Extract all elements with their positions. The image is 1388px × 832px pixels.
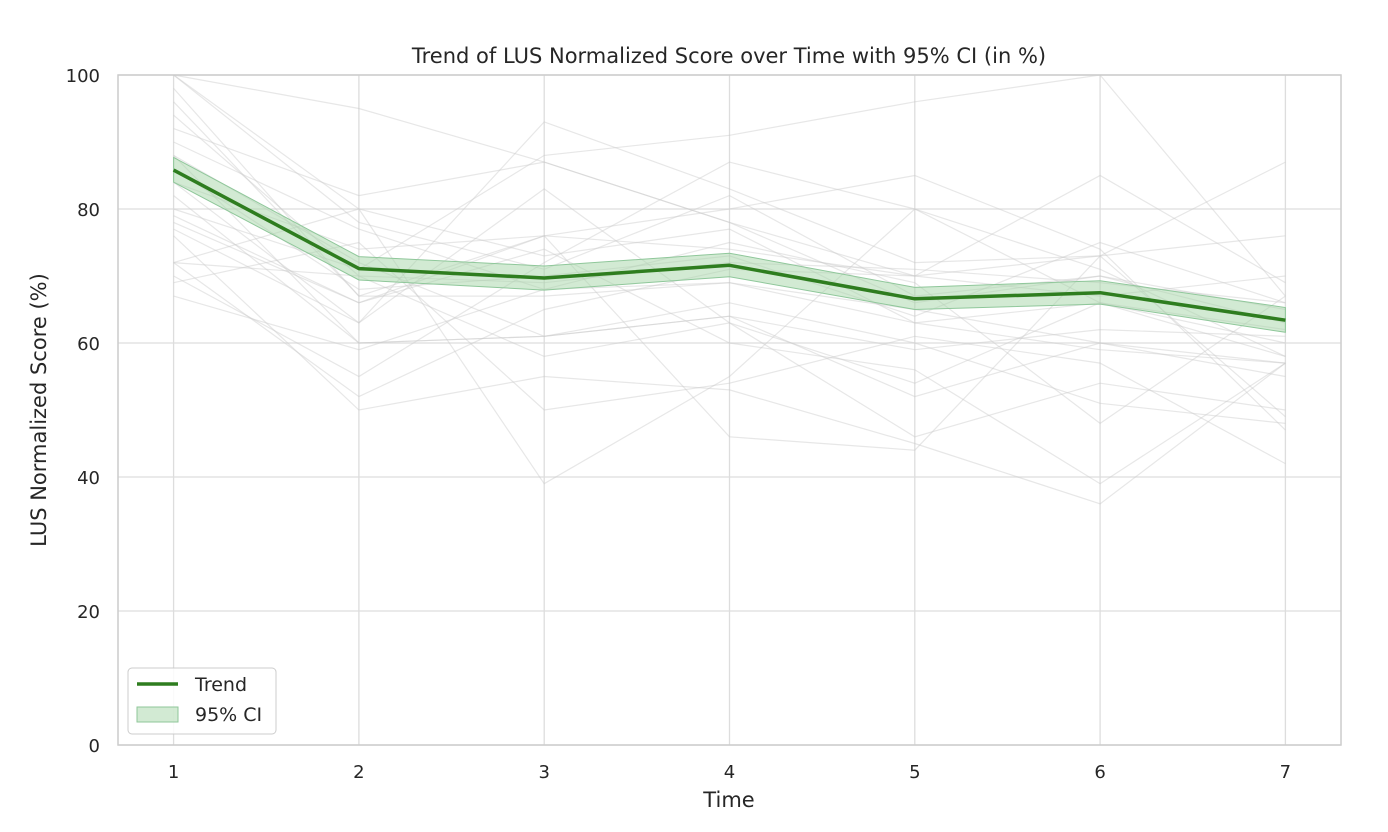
x-tick-label: 7: [1280, 762, 1291, 783]
individual-series-line: [173, 208, 1286, 485]
x-tick-label: 5: [909, 762, 920, 783]
individual-series-line: [173, 154, 1286, 351]
x-tick-label: 3: [538, 762, 549, 783]
y-tick-label: 60: [77, 334, 100, 355]
individual-series-line: [173, 74, 1286, 364]
y-tick-label: 20: [77, 602, 100, 623]
chart-title: Trend of LUS Normalized Score over Time …: [411, 44, 1046, 68]
legend-ci-swatch: [136, 706, 179, 723]
individual-series-line: [173, 181, 1286, 438]
y-tick-label: 0: [89, 736, 100, 757]
x-tick-labels: 1 2 3 4 5 6 7: [168, 762, 1291, 783]
individual-series-line: [173, 195, 1286, 424]
y-tick-label: 40: [77, 468, 100, 489]
x-tick-label: 4: [724, 762, 735, 783]
individual-series-line: [173, 128, 1286, 284]
legend-trend-label: Trend: [194, 674, 247, 696]
individual-series-line: [173, 101, 1286, 297]
y-axis-label: LUS Normalized Score (%): [27, 273, 51, 547]
legend: Trend 95% CI: [127, 667, 277, 735]
y-tick-labels: 0 20 40 60 80 100: [66, 66, 100, 757]
y-tick-label: 100: [66, 66, 100, 87]
individual-series-line: [173, 121, 1286, 324]
individual-series-line: [173, 174, 1286, 431]
x-tick-label: 6: [1094, 762, 1105, 783]
ci-band: [173, 156, 1286, 333]
plot-frame: [117, 74, 1342, 746]
trend-line: [172, 168, 1286, 322]
individual-series-line: [173, 88, 1286, 378]
individual-series-line: [173, 215, 1286, 451]
individual-series-line: [173, 74, 1286, 311]
individual-series-line: [173, 241, 1286, 465]
individual-series-line: [173, 74, 1286, 324]
y-tick-label: 80: [77, 200, 100, 221]
legend-ci-label: 95% CI: [195, 704, 262, 726]
individual-series-line: [173, 241, 1286, 425]
x-axis-label: Time: [702, 788, 754, 812]
individual-series-line: [173, 221, 1286, 485]
x-tick-label: 2: [353, 762, 364, 783]
x-tick-label: 1: [168, 762, 179, 783]
individual-series-line: [173, 235, 1286, 505]
